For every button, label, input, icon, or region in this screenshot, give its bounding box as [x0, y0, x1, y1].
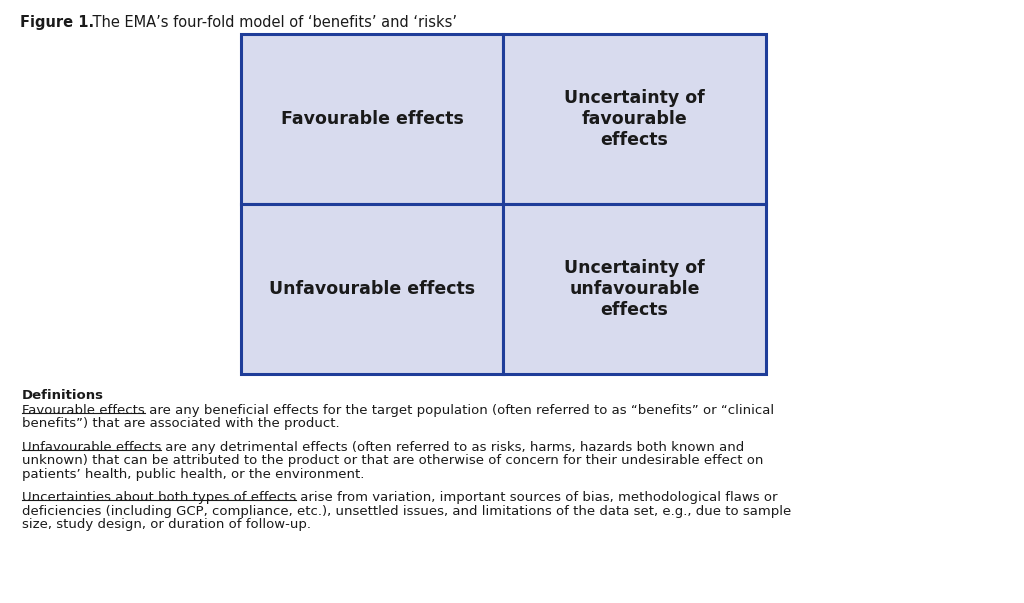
Text: Figure 1.: Figure 1. [20, 15, 94, 30]
Text: Uncertainty of
unfavourable
effects: Uncertainty of unfavourable effects [564, 259, 705, 318]
Text: unknown) that can be attributed to the product or that are otherwise of concern : unknown) that can be attributed to the p… [22, 455, 763, 467]
Text: Favourable effects: Favourable effects [281, 110, 464, 128]
Bar [241, 204, 504, 374]
Text: size, study design, or duration of follow-up.: size, study design, or duration of follo… [22, 519, 311, 531]
Text: are any detrimental effects (often referred to as risks, harms, hazards both kno: are any detrimental effects (often refer… [162, 441, 744, 454]
Text: patients’ health, public health, or the environment.: patients’ health, public health, or the … [22, 468, 365, 481]
Text: deficiencies (including GCP, compliance, etc.), unsettled issues, and limitation: deficiencies (including GCP, compliance,… [22, 505, 792, 518]
Text: The EMA’s four-fold model of ‘benefits’ and ‘risks’: The EMA’s four-fold model of ‘benefits’ … [74, 15, 457, 30]
Text: Unfavourable effects: Unfavourable effects [269, 280, 475, 298]
Bar [504, 34, 766, 204]
Text: arise from variation, important sources of bias, methodological flaws or: arise from variation, important sources … [296, 491, 778, 505]
Text: are any beneficial effects for the target population (often referred to as “bene: are any beneficial effects for the targe… [144, 404, 774, 417]
Text: benefits”) that are associated with the product.: benefits”) that are associated with the … [22, 417, 340, 431]
Bar [504, 204, 766, 374]
Text: Unfavourable effects: Unfavourable effects [22, 441, 162, 454]
Text: Definitions: Definitions [22, 389, 104, 402]
Text: Favourable effects: Favourable effects [22, 404, 144, 417]
Text: Uncertainty of
favourable
effects: Uncertainty of favourable effects [564, 89, 705, 148]
Bar [241, 34, 504, 204]
Text: Uncertainties about both types of effects: Uncertainties about both types of effect… [22, 491, 296, 505]
